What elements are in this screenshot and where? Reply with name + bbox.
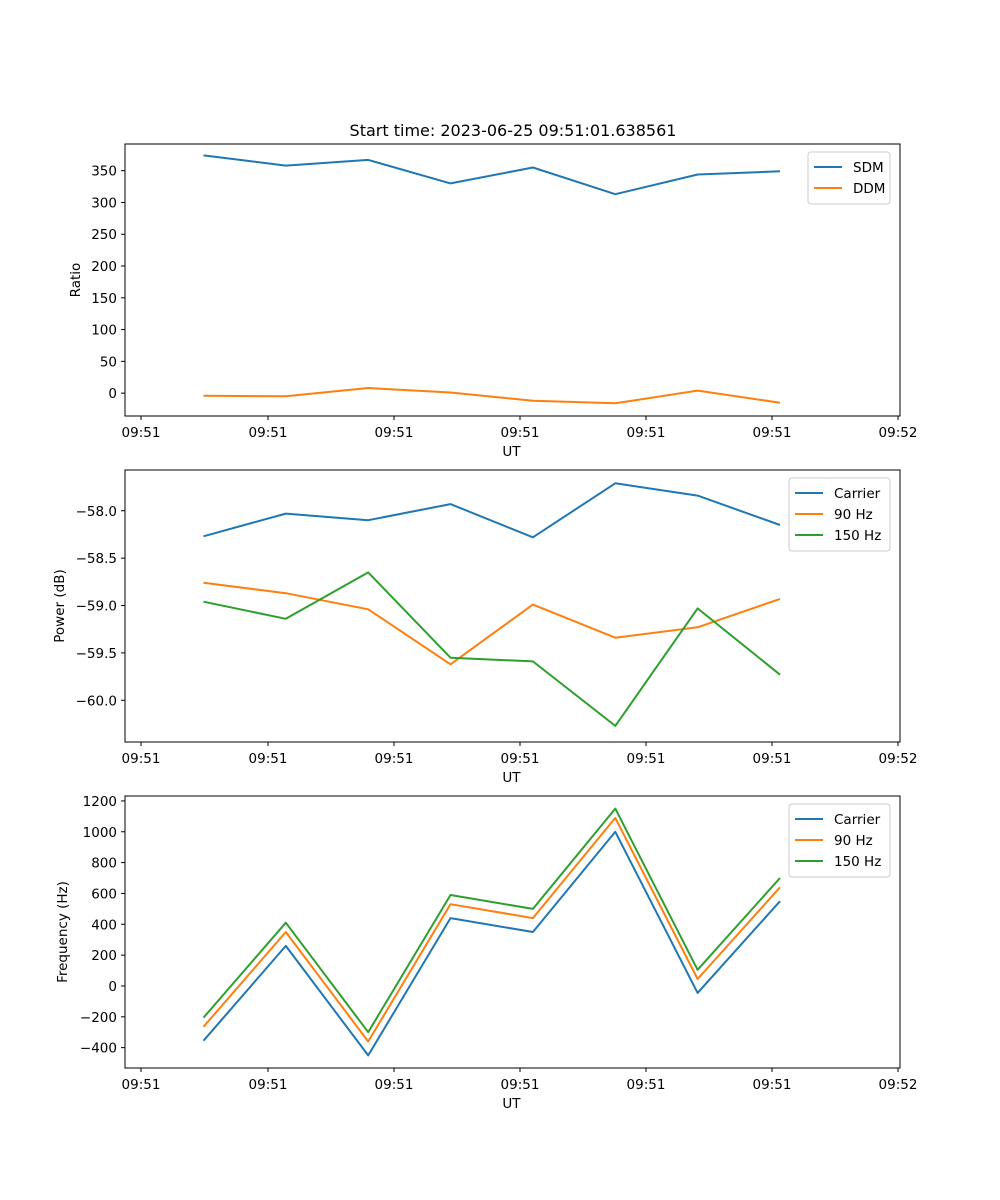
plot-frame	[124, 795, 901, 1069]
ratio-panel: 0 50 100 150 200 250 300 350 09:51 09:51 09:51 09:5…	[68, 143, 918, 460]
series-line-ddm	[203, 387, 781, 405]
series-line-90-hz	[202, 816, 781, 1043]
x-tick-label: 09:51	[375, 425, 414, 441]
x-tick-label: 09:51	[122, 425, 161, 441]
x-tick-label: 09:51	[753, 751, 792, 767]
x-tick-label: 09:51	[627, 751, 666, 767]
legend: SDM DDM	[807, 151, 891, 205]
y-tick-label: −400	[80, 1041, 117, 1057]
legend-label: 150 Hz	[834, 528, 881, 544]
x-tick-label: 09:51	[375, 751, 414, 767]
legend-label: 90 Hz	[834, 507, 873, 523]
y-tick-label: 250	[91, 227, 117, 243]
y-tick-label: 150	[91, 291, 117, 307]
y-tick-label: 400	[91, 917, 117, 933]
y-tick-label: 350	[91, 164, 117, 180]
x-tick-label: 09:51	[249, 751, 288, 767]
y-tick-label: 1200	[83, 794, 117, 810]
x-tick-label: 09:51	[501, 751, 540, 767]
series-line-carrier	[203, 482, 781, 539]
series-line-150-hz	[202, 807, 781, 1034]
x-tick-label: 09:51	[627, 425, 666, 441]
x-tick-label: 09:51	[122, 751, 161, 767]
legend-box	[807, 151, 891, 205]
legend: Carrier 90 Hz 150 Hz	[788, 477, 891, 552]
x-tick-label: 09:52	[879, 425, 918, 441]
series-line-150-hz	[203, 571, 781, 727]
x-tick-label: 09:51	[753, 425, 792, 441]
legend-label: Carrier	[834, 486, 881, 502]
y-tick-label: −58.0	[76, 504, 117, 520]
x-axis-label: UT	[502, 770, 521, 786]
legend-label: DDM	[853, 181, 885, 197]
y-tick-label: 0	[108, 979, 117, 995]
x-tick-label: 09:51	[375, 1077, 414, 1093]
legend: Carrier 90 Hz 150 Hz	[788, 803, 891, 878]
y-tick-label: −59.0	[76, 599, 117, 615]
legend-box	[788, 803, 891, 878]
figure-title: Start time: 2023-06-25 09:51:01.638561	[350, 121, 677, 140]
legend-label: Carrier	[834, 812, 881, 828]
series-line-sdm	[203, 154, 781, 196]
frequency-panel: −400 −200 0 200 400 600 800 1000 1200 09:51 09:51 0…	[55, 794, 917, 1112]
y-tick-label: −200	[80, 1010, 117, 1026]
y-tick-label: 600	[91, 886, 117, 902]
legend-label: SDM	[853, 160, 884, 176]
x-axis-label: UT	[502, 1096, 521, 1112]
y-tick-label: −59.5	[76, 646, 117, 662]
x-axis-label: UT	[502, 444, 521, 460]
x-tick-label: 09:51	[753, 1077, 792, 1093]
x-tick-label: 09:52	[879, 1077, 918, 1093]
x-tick-label: 09:51	[249, 1077, 288, 1093]
y-tick-label: 0	[108, 386, 117, 402]
y-tick-label: −58.5	[76, 551, 117, 567]
y-axis-label: Ratio	[68, 263, 84, 298]
x-tick-label: 09:52	[879, 751, 918, 767]
x-tick-label: 09:51	[249, 425, 288, 441]
power-panel: −60.0 −59.5 −59.0 −58.5 −58.0 09:51 09:51 09:51…	[52, 469, 918, 786]
y-tick-label: 200	[91, 948, 117, 964]
series-line-carrier	[202, 830, 781, 1057]
x-tick-label: 09:51	[627, 1077, 666, 1093]
y-tick-label: 300	[91, 195, 117, 211]
y-tick-label: −60.0	[76, 693, 117, 709]
legend-label: 150 Hz	[834, 854, 881, 870]
y-tick-label: 1000	[83, 825, 117, 841]
y-axis-label: Power (dB)	[52, 569, 68, 642]
y-tick-label: 800	[91, 856, 117, 872]
y-tick-label: 100	[91, 323, 117, 339]
y-tick-label: 200	[91, 259, 117, 275]
x-tick-label: 09:51	[501, 425, 540, 441]
legend-label: 90 Hz	[834, 833, 873, 849]
y-axis-label: Frequency (Hz)	[55, 881, 71, 983]
plot-frame	[124, 469, 901, 743]
legend-box	[788, 477, 891, 552]
x-tick-label: 09:51	[122, 1077, 161, 1093]
plot-frame	[124, 143, 901, 417]
x-tick-label: 09:51	[501, 1077, 540, 1093]
y-tick-label: 50	[100, 354, 117, 370]
